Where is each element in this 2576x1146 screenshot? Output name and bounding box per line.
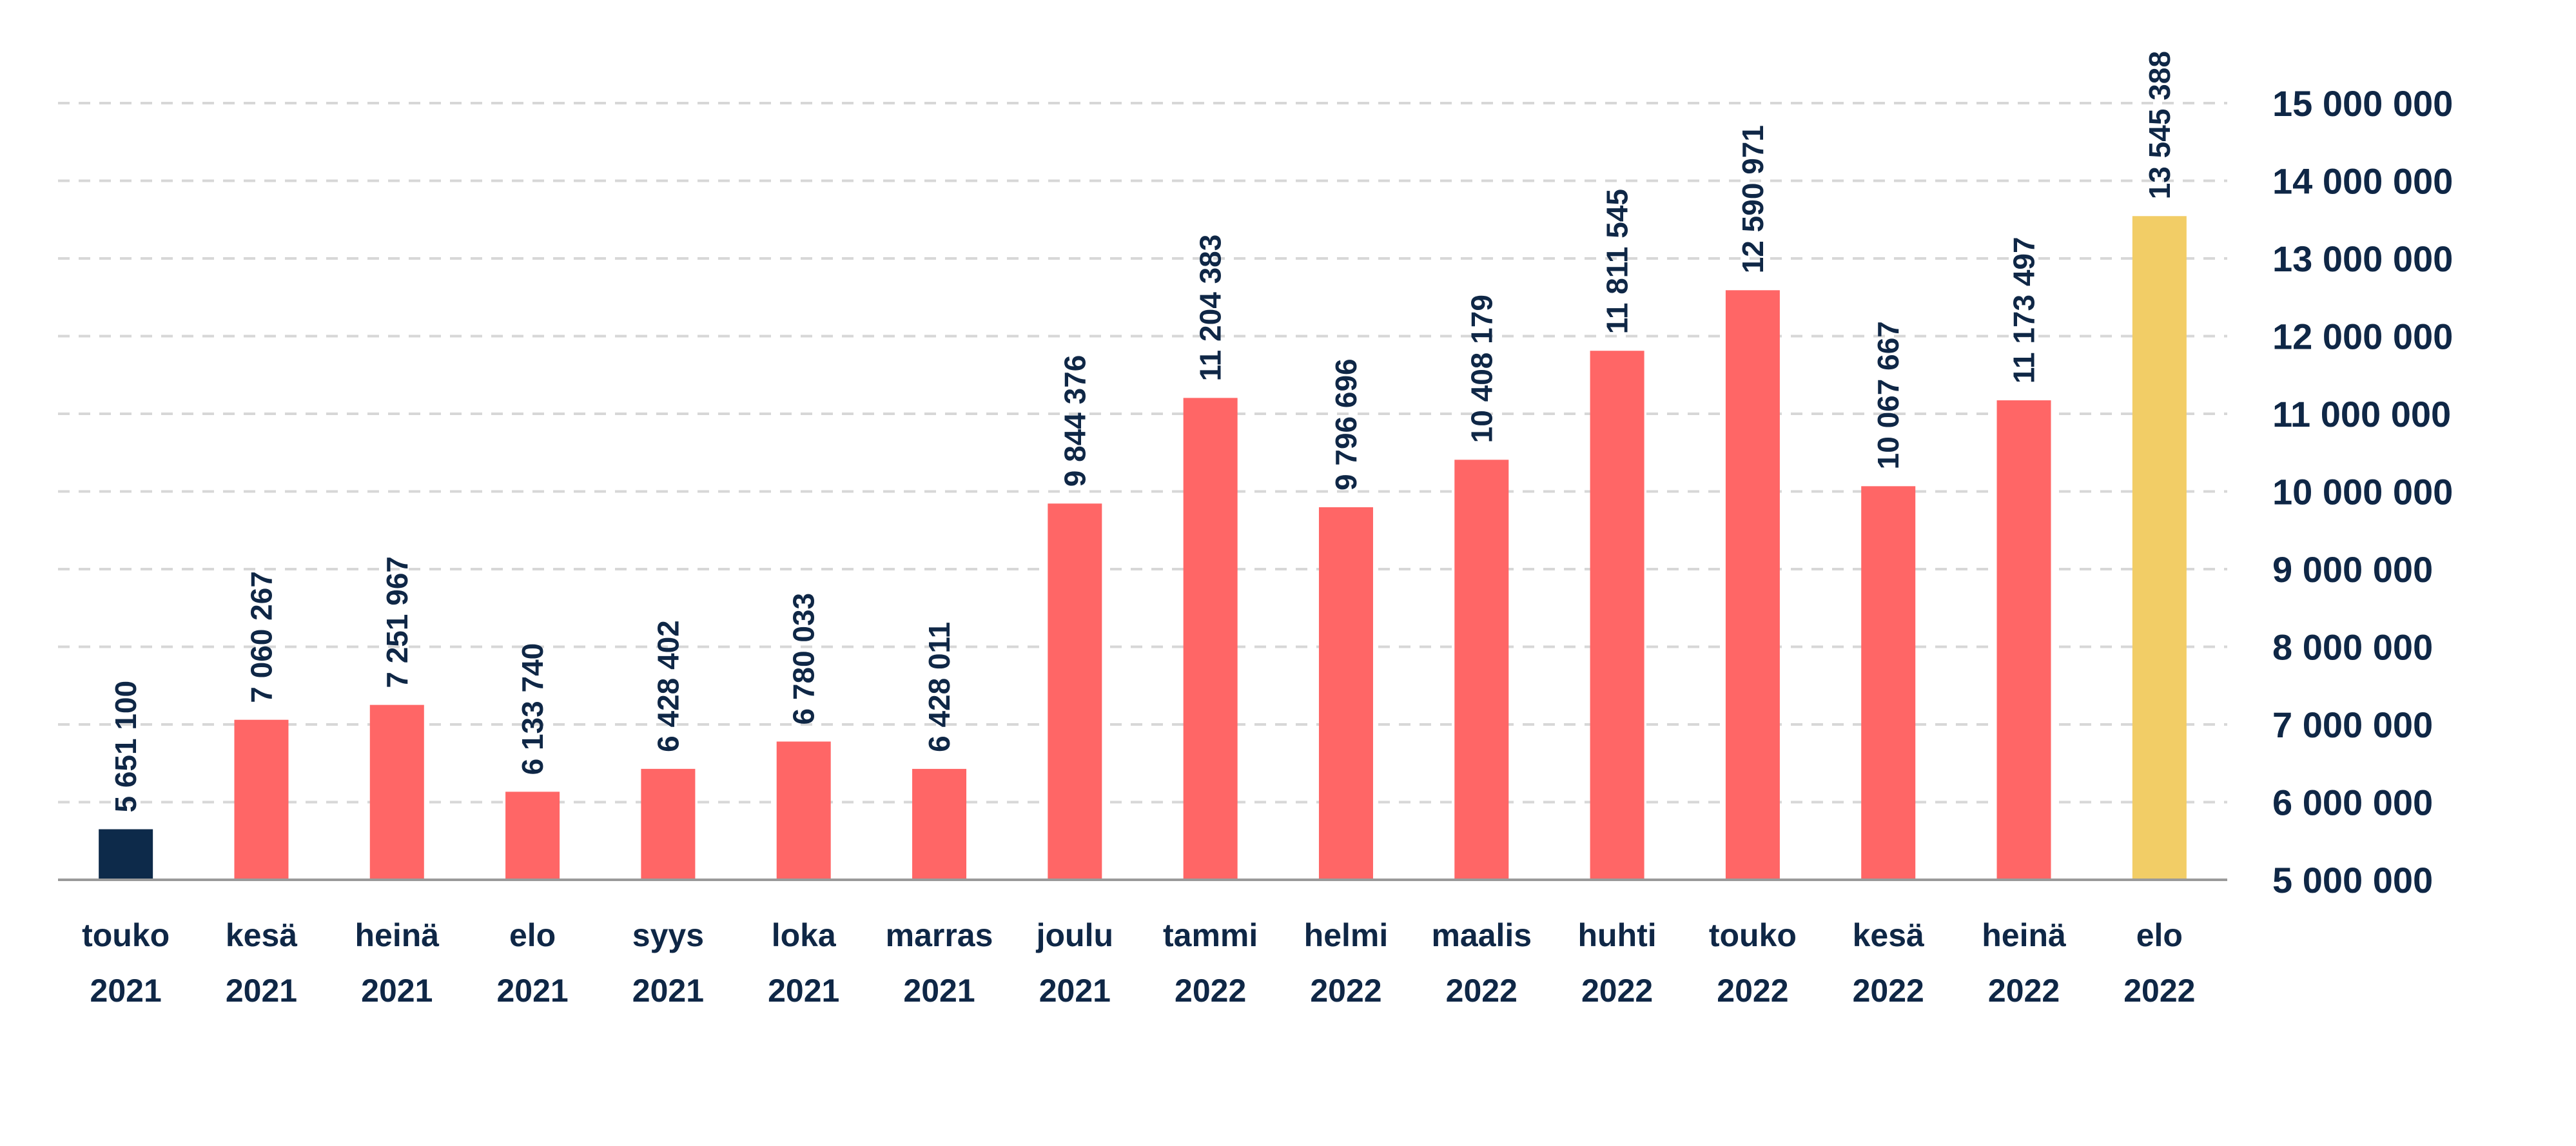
bar-value-label: 6 780 033: [787, 593, 821, 725]
bar-value-label: 13 545 388: [2143, 51, 2176, 199]
value-labels: 5 651 100 7 060 267 7 251 967 6 133 740 6 42…: [109, 51, 2176, 812]
x-axis-label: helmi 2022: [1304, 917, 1389, 1009]
bar: [1048, 503, 1102, 880]
bar: [912, 768, 967, 880]
x-axis-label: elo 2022: [2123, 917, 2195, 1009]
x-axis-label: huhti 2022: [1578, 917, 1657, 1009]
x-axis-label-year: 2021: [496, 973, 568, 1009]
x-axis-label-month: touko: [82, 917, 170, 953]
bar: [641, 768, 696, 880]
y-tick-label: 15 000 000: [2272, 83, 2453, 124]
x-axis-label-month: kesä: [1853, 917, 1924, 953]
bar: [1861, 486, 1916, 880]
x-axis-label-month: heinä: [355, 917, 439, 953]
bar: [1996, 400, 2051, 880]
x-axis-label: kesä 2022: [1853, 917, 1924, 1009]
y-axis-labels: 5 000 000 6 000 000 7 000 000 8 000 000 9 00…: [2272, 83, 2453, 900]
x-axis-label-month: kesä: [226, 917, 297, 953]
x-axis-label: joulu 2021: [1036, 917, 1113, 1009]
bar: [1183, 398, 1238, 880]
bar-value-label: 6 133 740: [516, 643, 549, 775]
x-axis-label-year: 2021: [90, 973, 162, 1009]
x-axis-label-year: 2022: [1853, 973, 1924, 1009]
x-axis-label: syys 2021: [632, 917, 704, 1009]
y-tick-label: 7 000 000: [2272, 704, 2433, 745]
bar-value-label: 11 204 383: [1194, 235, 1227, 382]
x-axis-label: heinä 2021: [355, 917, 439, 1009]
x-axis-label-year: 2022: [1175, 973, 1246, 1009]
y-tick-label: 6 000 000: [2272, 782, 2433, 823]
bar-value-label: 9 796 696: [1329, 358, 1363, 490]
x-axis-label-year: 2022: [1310, 973, 1381, 1009]
x-axis-label-year: 2021: [768, 973, 839, 1009]
x-axis-label-month: loka: [772, 917, 837, 953]
bars: [99, 216, 2187, 880]
y-tick-label: 10 000 000: [2272, 472, 2453, 512]
bar: [99, 829, 153, 880]
x-axis-label-year: 2021: [1039, 973, 1111, 1009]
x-axis-label-month: marras: [886, 917, 993, 953]
bar: [1725, 290, 1780, 880]
x-axis-labels: touko 2021 kesä 2021 heinä 2021 elo 2021 syys 202…: [82, 917, 2195, 1009]
x-axis-label-year: 2022: [1446, 973, 1517, 1009]
x-axis-label-year: 2021: [361, 973, 433, 1009]
bar: [1318, 507, 1373, 880]
x-axis-label: touko 2021: [82, 917, 170, 1009]
x-axis-label-month: syys: [632, 917, 704, 953]
x-axis-label: elo 2021: [496, 917, 568, 1009]
bar-value-label: 9 844 376: [1058, 355, 1091, 487]
bar: [505, 792, 560, 880]
x-axis-label: maalis 2022: [1431, 917, 1532, 1009]
bar: [2132, 216, 2187, 880]
bar-value-label: 6 428 011: [922, 622, 956, 752]
x-axis-label-year: 2022: [1581, 973, 1653, 1009]
y-tick-label: 5 000 000: [2272, 860, 2433, 900]
x-axis-label: kesä 2021: [226, 917, 297, 1009]
bar: [234, 719, 289, 880]
y-tick-label: 11 000 000: [2272, 394, 2451, 434]
bar-value-label: 11 811 545: [1601, 189, 1634, 334]
x-axis-label-year: 2021: [903, 973, 975, 1009]
x-axis-label-month: tammi: [1163, 917, 1258, 953]
x-axis-label-month: heinä: [1982, 917, 2066, 953]
bar-value-label: 5 651 100: [109, 681, 142, 813]
x-axis-label: heinä 2022: [1982, 917, 2066, 1009]
y-tick-label: 14 000 000: [2272, 161, 2453, 202]
x-axis-label-year: 2021: [632, 973, 704, 1009]
bar: [776, 741, 831, 880]
bar: [369, 704, 424, 880]
bar-value-label: 12 590 971: [1736, 125, 1770, 273]
x-axis-label: touko 2022: [1709, 917, 1797, 1009]
x-axis-label-month: helmi: [1304, 917, 1389, 953]
bar: [1590, 351, 1644, 880]
x-axis-label-year: 2022: [2123, 973, 2195, 1009]
bar-value-label: 6 428 402: [651, 620, 685, 752]
x-axis-label-month: huhti: [1578, 917, 1657, 953]
x-axis-label-month: elo: [2136, 917, 2183, 953]
y-tick-label: 13 000 000: [2272, 238, 2453, 279]
x-axis-label-year: 2021: [226, 973, 297, 1009]
bar-value-label: 7 251 967: [380, 556, 414, 688]
bar-value-label: 10 408 179: [1465, 295, 1498, 443]
bar: [1454, 460, 1509, 880]
x-axis-label-month: touko: [1709, 917, 1797, 953]
x-axis-label-year: 2022: [1717, 973, 1788, 1009]
x-axis-label: loka 2021: [768, 917, 839, 1009]
x-axis-label-month: elo: [509, 917, 556, 953]
y-tick-label: 9 000 000: [2272, 549, 2433, 590]
x-axis-label-month: joulu: [1036, 917, 1113, 953]
x-axis-label-year: 2022: [1988, 973, 2060, 1009]
bar-value-label: 10 067 667: [1871, 321, 1905, 469]
x-axis-label-month: maalis: [1431, 917, 1532, 953]
bar-value-label: 11 173 497: [2007, 237, 2041, 384]
x-axis-label: tammi 2022: [1163, 917, 1258, 1009]
y-tick-label: 12 000 000: [2272, 316, 2453, 357]
bar-value-label: 7 060 267: [244, 571, 278, 703]
y-tick-label: 8 000 000: [2272, 627, 2433, 668]
x-axis-label: marras 2021: [886, 917, 993, 1009]
